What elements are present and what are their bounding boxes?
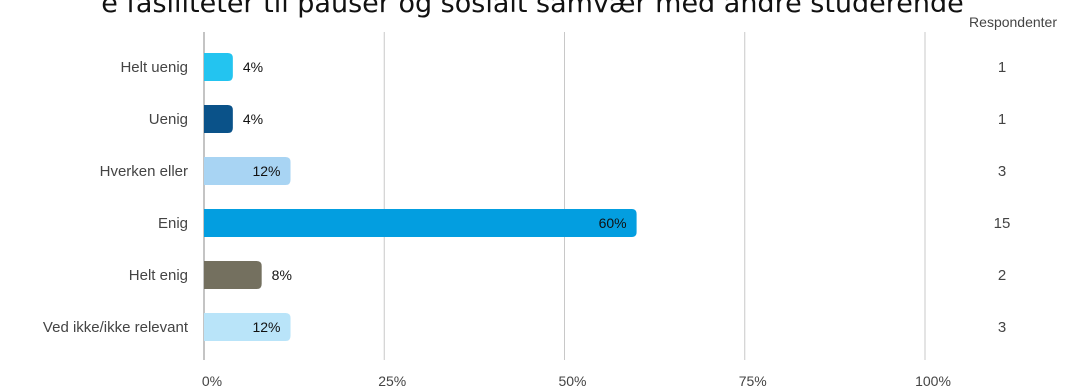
bar xyxy=(204,313,291,341)
x-tick-label: 0% xyxy=(202,373,222,389)
category-label: Uenig xyxy=(149,111,188,128)
data-label: 8% xyxy=(272,267,292,283)
respondent-count: 15 xyxy=(994,215,1011,232)
respondents-header: Respondenter xyxy=(969,14,1057,30)
category-label: Ved ikke/ikke relevant xyxy=(43,319,189,336)
category-label: Helt enig xyxy=(129,267,188,284)
data-label: 12% xyxy=(252,319,280,335)
bar xyxy=(204,157,291,185)
category-label: Helt uenig xyxy=(120,59,188,76)
x-tick-label: 75% xyxy=(739,373,767,389)
respondent-count: 2 xyxy=(998,267,1006,284)
bar xyxy=(204,53,233,81)
x-tick-label: 100% xyxy=(915,373,951,389)
data-label: 60% xyxy=(599,215,627,231)
x-tick-label: 50% xyxy=(558,373,586,389)
category-label: Hverken eller xyxy=(100,163,188,180)
respondent-count: 1 xyxy=(998,111,1006,128)
data-label: 4% xyxy=(243,111,263,127)
respondent-count: 3 xyxy=(998,163,1006,180)
data-label: 12% xyxy=(252,163,280,179)
bar xyxy=(204,209,637,237)
chart-title: e fasiliteter til pauser og sosialt samv… xyxy=(101,0,964,19)
x-tick-label: 25% xyxy=(378,373,406,389)
bar xyxy=(204,261,262,289)
bar xyxy=(204,105,233,133)
data-label: 4% xyxy=(243,59,263,75)
category-label: Enig xyxy=(158,215,188,232)
respondent-count: 1 xyxy=(998,59,1006,76)
respondent-count: 3 xyxy=(998,319,1006,336)
